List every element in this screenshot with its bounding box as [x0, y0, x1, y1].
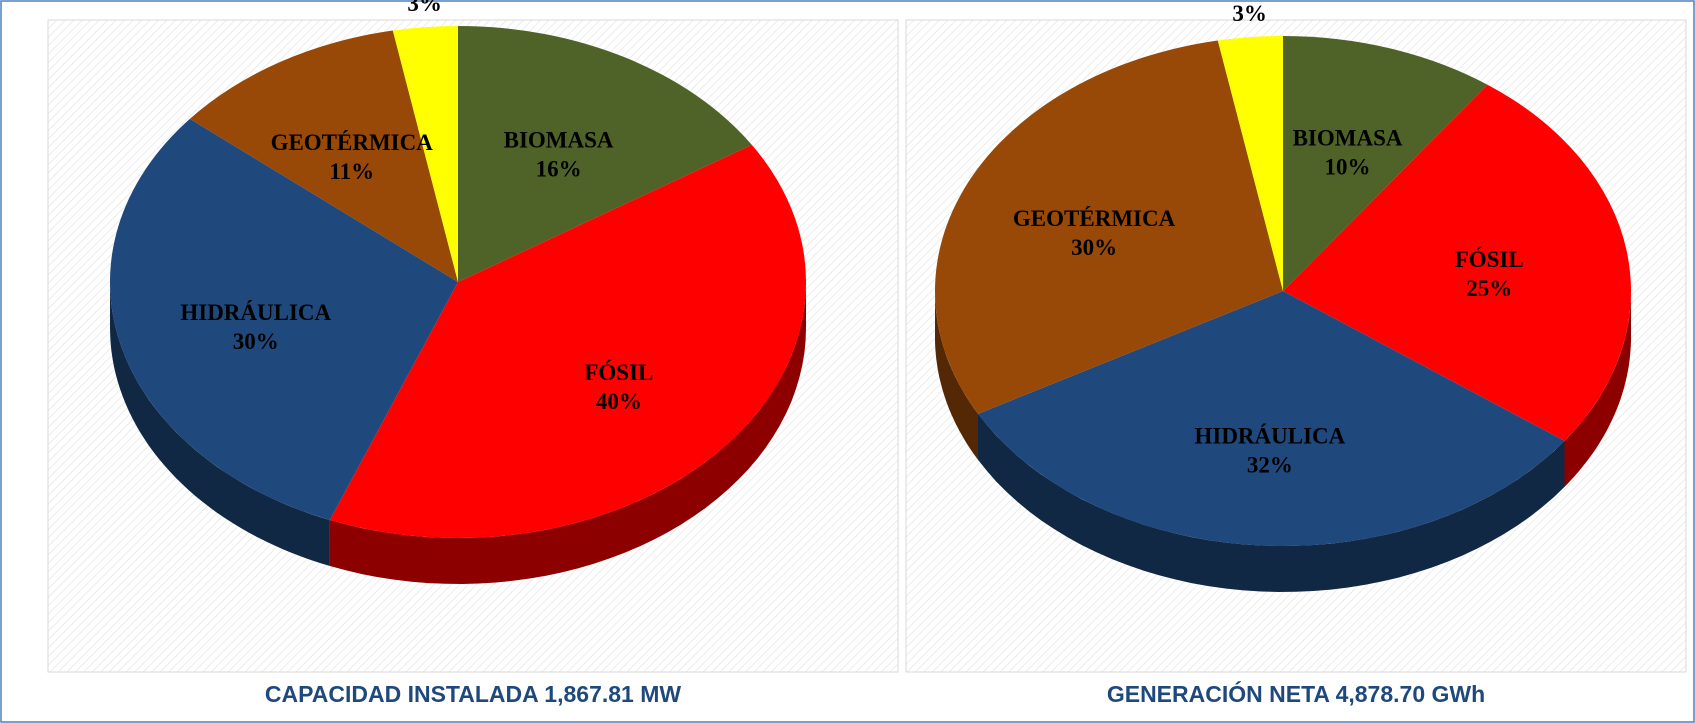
- data-label-name: GEOTÉRMICA: [271, 130, 434, 155]
- slice-side: [935, 291, 978, 460]
- slice: [329, 144, 807, 538]
- slice: [458, 26, 752, 282]
- chart-title: CAPACIDAD INSTALADA 1,867.81 MW: [265, 681, 681, 707]
- slice-side: [978, 413, 1565, 592]
- data-label-value: 40%: [596, 389, 642, 414]
- slice: [1283, 84, 1631, 441]
- chart-title: GENERACIÓN NETA 4,878.70 GWh: [1107, 680, 1485, 707]
- data-label: FOTOVOLTAICO3%: [332, 0, 518, 16]
- slice: [392, 26, 458, 282]
- data-label: BIOMASA 10%: [1293, 125, 1403, 179]
- data-label: FÓSIL 25%: [1455, 246, 1524, 301]
- slice-side: [1564, 291, 1631, 487]
- data-label-value: 11%: [329, 159, 374, 184]
- slice: [1217, 36, 1283, 291]
- data-label-name: BIOMASA: [504, 127, 614, 152]
- data-label: GEOTÉRMICA 30%: [1013, 206, 1176, 260]
- data-label-name: FÓSIL: [584, 359, 653, 385]
- slice: [1283, 36, 1488, 291]
- data-label: HIDRÁULICA 32%: [1194, 424, 1345, 478]
- data-label-value: 32%: [1247, 453, 1293, 478]
- data-label-value: 25%: [1466, 276, 1512, 301]
- data-label-value: 10%: [1325, 154, 1371, 179]
- slice-side: [110, 282, 330, 566]
- data-label: FOTOVOLTAICO3%: [1157, 0, 1343, 26]
- slice: [978, 291, 1565, 547]
- slice: [189, 30, 458, 282]
- data-label-value: 3%: [1232, 1, 1267, 26]
- data-label-value: 3%: [407, 0, 442, 16]
- data-label-name: HIDRÁULICA: [1194, 424, 1345, 449]
- data-label: BIOMASA 16%: [504, 127, 614, 181]
- data-label-value: 30%: [1071, 235, 1117, 260]
- data-label-name: GEOTÉRMICA: [1013, 206, 1176, 231]
- data-label: HIDRÁULICA 30%: [180, 300, 331, 354]
- data-label-name: FÓSIL: [1455, 246, 1524, 272]
- slice-side: [329, 282, 806, 584]
- data-label-value: 30%: [233, 329, 279, 354]
- data-label-value: 16%: [536, 156, 582, 181]
- slice: [109, 118, 459, 521]
- data-label-name: BIOMASA: [1293, 125, 1403, 150]
- slice: [935, 40, 1283, 414]
- data-label: GEOTÉRMICA 11%: [271, 130, 434, 184]
- data-label-name: HIDRÁULICA: [180, 300, 331, 325]
- data-label: FÓSIL 40%: [584, 359, 653, 414]
